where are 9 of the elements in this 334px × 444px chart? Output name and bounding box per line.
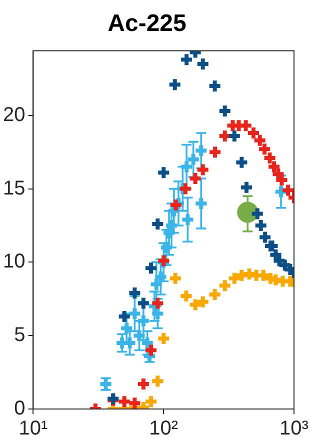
x-tick-label: 10³ <box>280 418 309 440</box>
y-tick-label: 5 <box>14 324 26 346</box>
y-tick-label: 15 <box>2 177 26 200</box>
y-tick-label: 10 <box>2 250 26 273</box>
x-tick-label: 10² <box>149 418 178 440</box>
chart-title: Ac-225 <box>108 10 186 38</box>
x-tick-label: 10¹ <box>18 418 48 440</box>
y-tick-label: 0 <box>14 398 26 420</box>
y-tick-label: 20 <box>2 104 26 126</box>
